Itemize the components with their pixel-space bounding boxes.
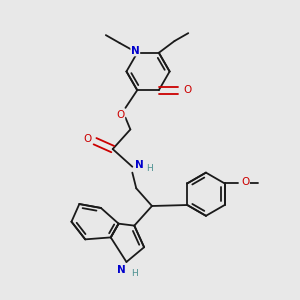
Text: O: O — [83, 134, 91, 144]
Text: O: O — [183, 85, 191, 95]
Text: H: H — [131, 269, 138, 278]
Text: O: O — [116, 110, 125, 120]
Text: H: H — [146, 164, 152, 173]
Text: N: N — [117, 265, 126, 275]
Text: N: N — [131, 46, 140, 56]
Text: O: O — [241, 177, 249, 188]
Text: N: N — [135, 160, 144, 170]
